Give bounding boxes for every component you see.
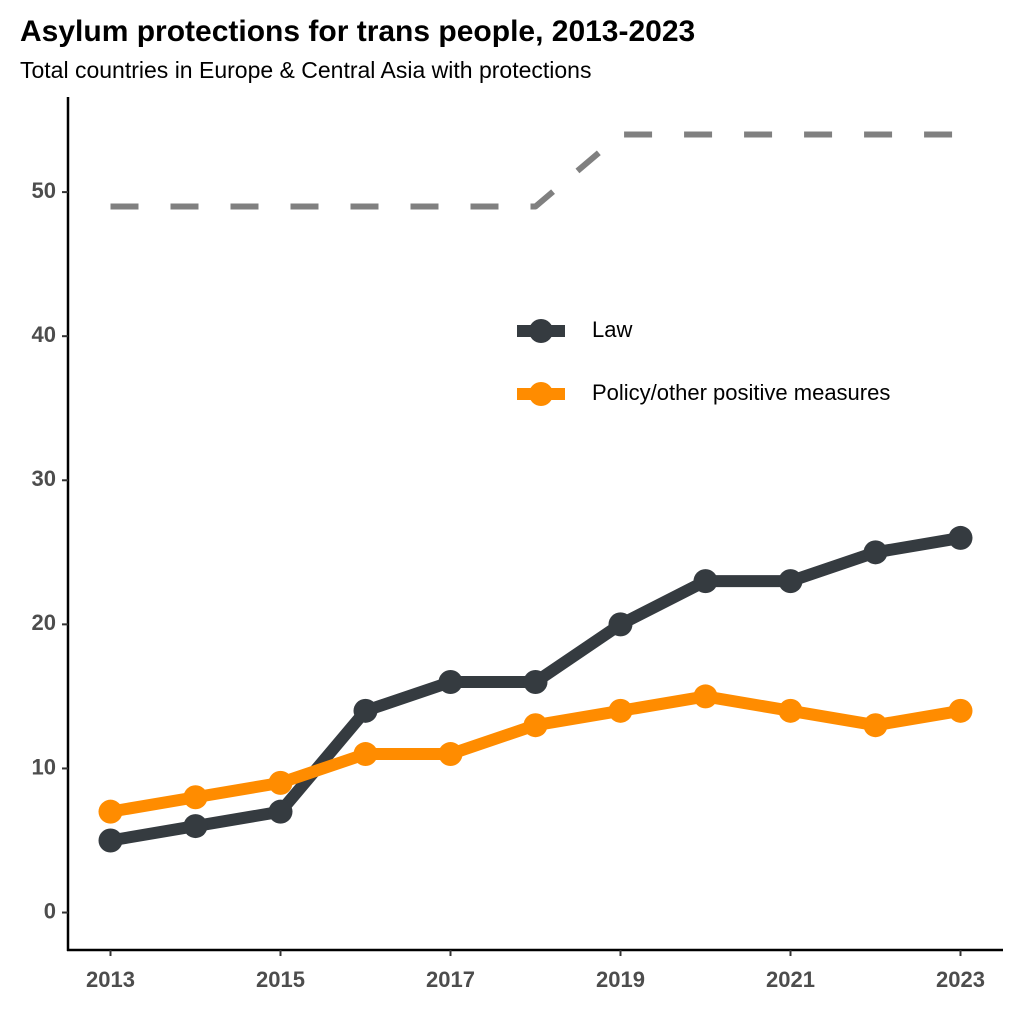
- legend-label: Policy/other positive measures: [592, 380, 890, 405]
- data-point: [183, 785, 208, 810]
- data-point: [438, 669, 463, 694]
- data-point: [353, 698, 378, 723]
- data-point: [693, 569, 718, 594]
- chart-title: Asylum protections for trans people, 201…: [20, 15, 695, 48]
- data-point: [268, 799, 293, 824]
- data-point: [438, 742, 463, 767]
- data-point: [948, 698, 973, 723]
- data-point: [353, 742, 378, 767]
- x-tick-label: 2015: [256, 967, 305, 992]
- data-point: [608, 698, 633, 723]
- y-tick-label: 40: [32, 322, 56, 347]
- data-point: [778, 569, 803, 594]
- legend-label: Law: [592, 317, 632, 342]
- data-point: [268, 770, 293, 795]
- data-point: [523, 713, 548, 738]
- y-tick-label: 20: [32, 610, 56, 635]
- data-point: [523, 669, 548, 694]
- data-point: [863, 540, 888, 565]
- x-tick-label: 2013: [86, 967, 135, 992]
- data-point: [608, 612, 633, 637]
- y-tick-label: 10: [32, 754, 56, 779]
- series-line: [110, 131, 961, 210]
- chart-subtitle: Total countries in Europe & Central Asia…: [20, 57, 591, 83]
- y-tick-label: 0: [44, 898, 56, 923]
- x-tick-label: 2023: [936, 967, 985, 992]
- data-point: [693, 684, 718, 709]
- data-point: [98, 828, 123, 853]
- data-point: [863, 713, 888, 738]
- y-tick-label: 30: [32, 466, 56, 491]
- legend-marker: [529, 382, 553, 406]
- legend-marker: [529, 319, 553, 343]
- data-point: [948, 525, 973, 550]
- x-tick-label: 2019: [596, 967, 645, 992]
- data-point: [98, 799, 123, 824]
- x-tick-label: 2021: [766, 967, 815, 992]
- x-tick-label: 2017: [426, 967, 475, 992]
- data-point: [183, 814, 208, 839]
- y-tick-label: 50: [32, 178, 56, 203]
- data-point: [778, 698, 803, 723]
